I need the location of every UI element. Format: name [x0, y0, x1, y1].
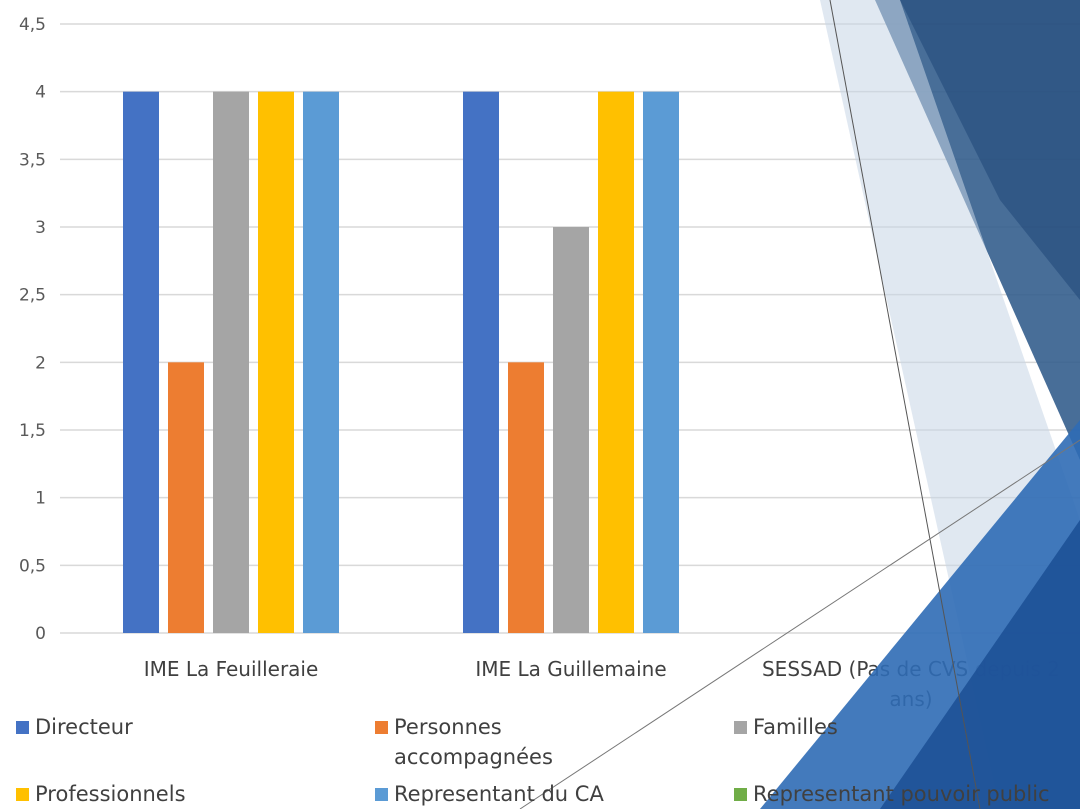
y-tick-label: 4	[35, 83, 46, 103]
bar-directeur	[123, 91, 159, 633]
legend-label: Directeur	[35, 715, 133, 739]
legend-swatch	[375, 788, 388, 801]
legend-swatch	[16, 788, 29, 801]
bar-personnes-accompagn-es	[168, 362, 204, 633]
y-tick-label: 3	[35, 218, 46, 238]
category-label: IME La Feuilleraie	[144, 657, 319, 681]
bar-professionnels	[258, 91, 294, 633]
legend-item-representant-ca: Representant du CA	[375, 779, 604, 809]
bar-familles	[213, 91, 249, 633]
legend-label: Personnes	[394, 715, 502, 739]
y-tick-label: 3,5	[19, 150, 46, 170]
bar-directeur	[463, 91, 499, 633]
legend-swatch	[16, 721, 29, 734]
y-tick-label: 4,5	[19, 15, 46, 35]
y-tick-label: 0	[35, 624, 46, 644]
y-tick-label: 0,5	[19, 556, 46, 576]
y-tick-label: 2,5	[19, 286, 46, 306]
y-tick-label: 1	[35, 489, 46, 509]
legend-swatch	[375, 721, 388, 734]
legend-item-professionnels: Professionnels	[16, 779, 186, 809]
category-label: IME La Guillemaine	[475, 657, 666, 681]
legend-label: Professionnels	[35, 782, 186, 806]
bar-familles	[553, 227, 589, 633]
legend-item-representant-pouvoir-public: Representant pouvoir public	[734, 779, 1050, 809]
legend-swatch	[734, 788, 747, 801]
x-axis-categories: IME La Feuilleraie IME La Guillemaine SESS…	[144, 657, 1060, 711]
y-tick-label: 2	[35, 353, 46, 373]
legend-swatch	[734, 721, 747, 734]
legend-label: Representant pouvoir public	[753, 782, 1050, 806]
category-label: SESSAD (Pas de CVS depuis 2	[762, 657, 1060, 681]
legend-item-directeur: Directeur	[16, 712, 133, 742]
bar-representant-du-ca	[643, 91, 679, 633]
legend-label: Familles	[753, 715, 838, 739]
bar-personnes-accompagn-es	[508, 362, 544, 633]
legend-label: Representant du CA	[394, 782, 604, 806]
legend-label: accompagnées	[394, 745, 553, 769]
bar-representant-du-ca	[303, 91, 339, 633]
legend-item-familles: Familles	[734, 712, 838, 742]
bar-professionnels	[598, 91, 634, 633]
y-axis-ticks: 0 0,5 1 1,5 2 2,5 3 3,5 4 4,5	[19, 15, 46, 644]
category-label: ans)	[889, 687, 932, 711]
legend-item-personnes-accompagnees: Personnes accompagnées	[375, 712, 553, 772]
y-tick-label: 1,5	[19, 421, 46, 441]
legend: Directeur Personnes accompagnées Famille…	[0, 712, 1080, 809]
